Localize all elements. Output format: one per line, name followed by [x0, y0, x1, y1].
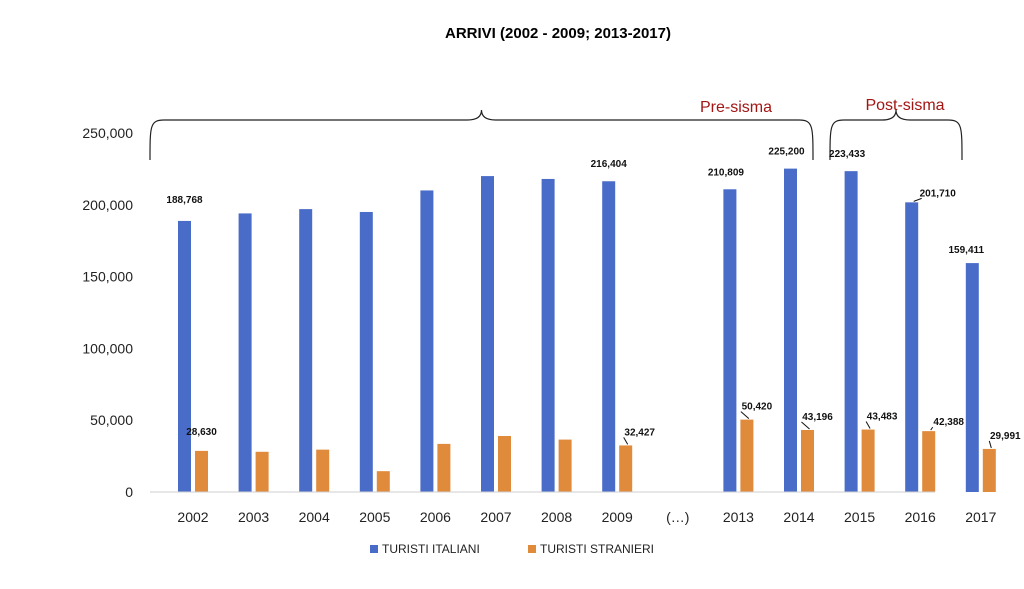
bar-turisti-stranieri	[861, 429, 875, 492]
data-label: 29,991	[990, 431, 1021, 442]
bar-turisti-stranieri	[740, 419, 754, 492]
x-tick-label: 2006	[420, 509, 451, 525]
bar-turisti-stranieri	[376, 471, 390, 492]
legend-label: TURISTI STRANIERI	[540, 542, 654, 556]
data-label-leader	[801, 421, 810, 430]
x-tick-label: 2014	[783, 509, 814, 525]
y-tick-label: 100,000	[82, 340, 133, 356]
y-tick-label: 250,000	[82, 125, 133, 141]
bar-turisti-italiani	[238, 213, 252, 492]
bar-turisti-stranieri	[922, 431, 936, 492]
y-tick-label: 50,000	[90, 412, 133, 428]
data-label: 225,200	[768, 147, 805, 158]
bar-turisti-italiani	[723, 189, 737, 493]
y-tick-label: 150,000	[82, 269, 133, 285]
x-tick-label: 2017	[965, 509, 996, 525]
bar-turisti-stranieri	[801, 429, 814, 492]
legend-swatch-stranieri	[528, 545, 536, 553]
bar-turisti-stranieri	[195, 450, 208, 492]
bar-turisti-italiani	[965, 263, 979, 492]
data-label: 43,196	[802, 412, 833, 423]
data-label: 210,809	[708, 167, 745, 178]
x-tick-label: 2009	[602, 509, 633, 525]
legend-label: TURISTI ITALIANI	[382, 542, 480, 556]
y-axis: 0 50,000 100,000 150,000 200,000 250,000	[82, 125, 133, 500]
bar-turisti-stranieri	[619, 445, 633, 492]
data-label-leader	[988, 440, 992, 449]
bar-turisti-italiani	[299, 209, 313, 492]
bar-turisti-stranieri	[437, 443, 451, 492]
x-tick-label: 2002	[177, 509, 208, 525]
data-label-leader	[623, 437, 629, 445]
data-label: 42,388	[933, 417, 964, 428]
chart-title: ARRIVI (2002 - 2009; 2013-2017)	[445, 25, 671, 42]
x-tick-label: 2004	[299, 509, 330, 525]
y-tick-label: 200,000	[82, 197, 133, 213]
legend-swatch-italiani	[370, 545, 378, 553]
data-label: 28,630	[186, 427, 217, 438]
data-label: 159,411	[948, 245, 984, 256]
data-label-leader	[930, 426, 934, 431]
data-label-leader	[865, 421, 871, 429]
bar-turisti-stranieri	[498, 435, 511, 492]
bar-turisti-stranieri	[255, 451, 269, 492]
bars	[178, 168, 996, 493]
x-tick-label: (…)	[666, 509, 689, 525]
x-tick-label: 2003	[238, 509, 269, 525]
brace-post-sisma	[829, 109, 963, 161]
data-labels: 188,768 216,404 210,809 225,200 223,433 201,7…	[166, 147, 1021, 449]
period-braces: Pre-sisma Post-sisma	[149, 97, 963, 161]
data-label: 223,433	[829, 149, 866, 160]
x-tick-label: 2015	[844, 509, 875, 525]
bar-turisti-italiani	[905, 202, 919, 493]
bar-turisti-italiani	[481, 176, 494, 492]
x-tick-label: 2007	[480, 509, 511, 525]
data-label: 32,427	[624, 427, 655, 438]
bar-turisti-italiani	[784, 168, 797, 492]
legend: TURISTI ITALIANI TURISTI STRANIERI	[370, 542, 654, 556]
bar-turisti-italiani	[602, 181, 616, 493]
x-tick-label: 2008	[541, 509, 572, 525]
bar-turisti-italiani	[420, 190, 434, 492]
x-tick-label: 2016	[905, 509, 936, 525]
bar-turisti-stranieri	[316, 449, 330, 492]
data-label: 43,483	[867, 412, 898, 423]
data-label: 216,404	[591, 159, 628, 170]
bar-turisti-italiani	[359, 211, 373, 493]
x-axis: 2002 2003 2004 2005 2006 2007 2008 2009 (…) 2013 2…	[150, 491, 997, 525]
bar-turisti-stranieri	[982, 448, 996, 492]
post-sisma-label: Post-sisma	[865, 97, 944, 114]
x-tick-label: 2013	[723, 509, 754, 525]
data-label-leader	[740, 411, 750, 419]
data-label: 201,710	[920, 188, 957, 199]
data-label: 188,768	[166, 195, 203, 206]
y-tick-label: 0	[125, 484, 133, 500]
brace-pre-sisma	[149, 109, 814, 161]
x-tick-label: 2005	[359, 509, 390, 525]
bar-turisti-stranieri	[558, 439, 572, 492]
data-label: 50,420	[742, 402, 773, 413]
bar-turisti-italiani	[844, 171, 858, 492]
bar-turisti-italiani	[541, 178, 555, 492]
bar-turisti-italiani	[178, 220, 191, 493]
pre-sisma-label: Pre-sisma	[700, 99, 772, 116]
data-label-leader	[913, 197, 922, 202]
